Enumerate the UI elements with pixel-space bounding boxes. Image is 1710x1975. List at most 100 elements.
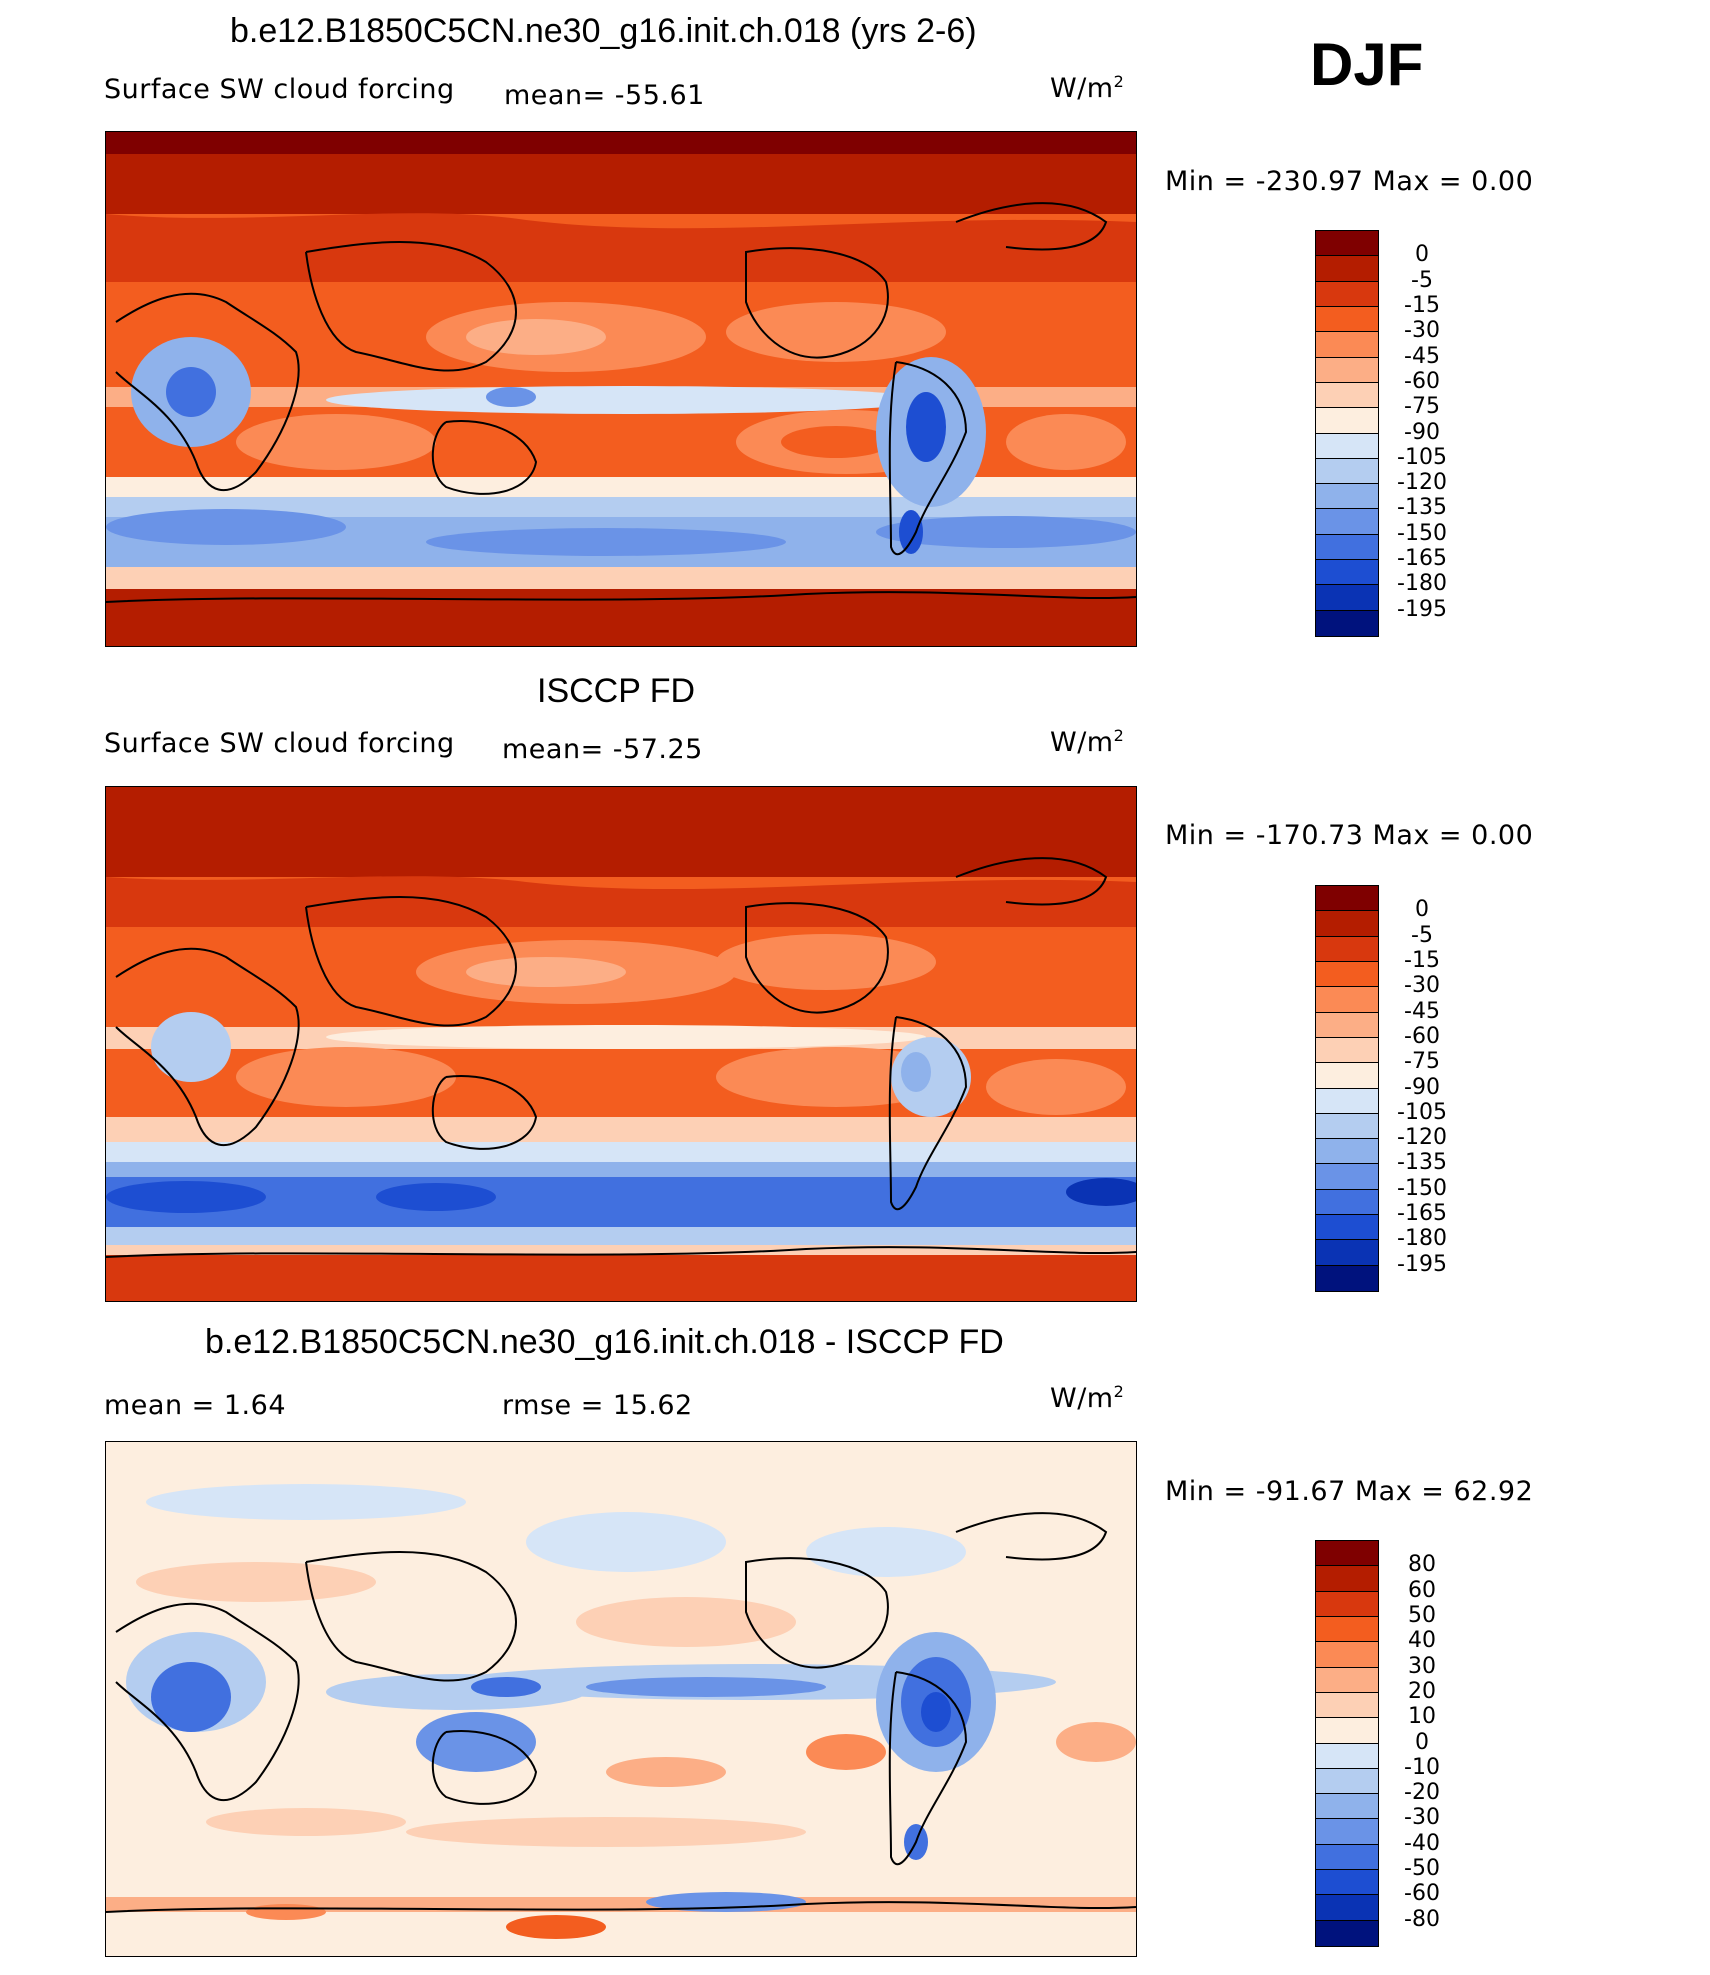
colorbar-level-label: -30 — [1404, 318, 1440, 344]
colorbar-swatch — [1316, 281, 1378, 307]
colorbar-level-label: -5 — [1411, 922, 1433, 948]
colorbar-level-label: -135 — [1397, 1150, 1447, 1176]
colorbar-swatch — [1316, 1718, 1378, 1744]
panel1-colorbar — [1315, 230, 1379, 637]
panel3-rmse: rmse = 15.62 — [502, 1390, 693, 1421]
panel3-minmax: Min = -91.67 Max = 62.92 — [1165, 1476, 1534, 1507]
colorbar-swatch — [1316, 408, 1378, 434]
panel2-minmax: Min = -170.73 Max = 0.00 — [1165, 820, 1534, 851]
colorbar-swatch — [1316, 458, 1378, 485]
colorbar-level-label: -165 — [1397, 546, 1447, 572]
colorbar-swatch — [1316, 585, 1378, 611]
colorbar-swatch — [1316, 1844, 1378, 1871]
colorbar-swatch — [1316, 484, 1378, 510]
colorbar-swatch — [1316, 987, 1378, 1013]
colorbar-level-label: -180 — [1397, 571, 1447, 597]
colorbar-swatch — [1316, 1037, 1378, 1064]
colorbar-level-label: -120 — [1397, 470, 1447, 496]
colorbar-level-label: -10 — [1404, 1754, 1440, 1780]
colorbar-swatch — [1316, 1012, 1378, 1038]
colorbar-swatch — [1316, 256, 1378, 282]
colorbar-level-label: -150 — [1397, 1175, 1447, 1201]
colorbar-swatch — [1316, 1566, 1378, 1592]
colorbar-level-label: -5 — [1411, 267, 1433, 293]
colorbar-level-label: 0 — [1415, 897, 1429, 923]
colorbar-swatch — [1316, 1063, 1378, 1089]
colorbar-level-label: 0 — [1415, 242, 1429, 268]
colorbar-swatch — [1316, 1819, 1378, 1845]
colorbar-level-label: -60 — [1404, 1881, 1440, 1907]
colorbar-swatch — [1316, 1113, 1378, 1140]
colorbar-level-label: -120 — [1397, 1125, 1447, 1151]
colorbar-level-label: -45 — [1404, 343, 1440, 369]
colorbar-swatch — [1316, 1743, 1378, 1769]
colorbar-level-label: -180 — [1397, 1226, 1447, 1252]
colorbar-swatch — [1316, 936, 1378, 962]
colorbar-swatch — [1316, 1692, 1378, 1719]
colorbar-level-label: 50 — [1408, 1602, 1436, 1628]
panel1-variable: Surface SW cloud forcing — [104, 74, 455, 105]
colorbar-level-label: -165 — [1397, 1201, 1447, 1227]
colorbar-level-label: -15 — [1404, 947, 1440, 973]
colorbar-swatch — [1316, 306, 1378, 333]
colorbar-swatch — [1316, 1215, 1378, 1241]
panel1-map — [105, 131, 1137, 647]
colorbar-level-label: -90 — [1404, 1074, 1440, 1100]
colorbar-swatch — [1316, 1139, 1378, 1165]
panel3-colorbar — [1315, 1540, 1379, 1947]
colorbar-swatch — [1316, 231, 1378, 257]
colorbar-level-label: -15 — [1404, 292, 1440, 318]
colorbar-swatch — [1316, 1920, 1378, 1946]
colorbar-swatch — [1316, 1895, 1378, 1921]
colorbar-level-label: 10 — [1408, 1704, 1436, 1730]
colorbar-level-label: 80 — [1408, 1552, 1436, 1578]
panel3-title: b.e12.B1850C5CN.ne30_g16.init.ch.018 - I… — [205, 1323, 1004, 1361]
colorbar-level-label: -195 — [1397, 1251, 1447, 1277]
colorbar-level-label: -75 — [1404, 1049, 1440, 1075]
colorbar-swatch — [1316, 509, 1378, 535]
panel2-mean: mean= -57.25 — [502, 734, 703, 765]
colorbar-swatch — [1316, 332, 1378, 358]
colorbar-swatch — [1316, 1768, 1378, 1795]
colorbar-level-label: -60 — [1404, 368, 1440, 394]
panel2-title: ISCCP FD — [537, 672, 696, 710]
colorbar-swatch — [1316, 886, 1378, 912]
colorbar-swatch — [1316, 961, 1378, 988]
panel2-map — [105, 786, 1137, 1302]
colorbar-swatch — [1316, 1541, 1378, 1567]
panel1-unit: W/m2 — [1050, 72, 1125, 104]
colorbar-swatch — [1316, 1240, 1378, 1266]
colorbar-level-label: 40 — [1408, 1628, 1436, 1654]
colorbar-level-label: 20 — [1408, 1678, 1436, 1704]
colorbar-level-label: -80 — [1404, 1906, 1440, 1932]
panel2-colorbar — [1315, 885, 1379, 1292]
colorbar-level-label: -105 — [1397, 1099, 1447, 1125]
colorbar-swatch — [1316, 357, 1378, 383]
colorbar-swatch — [1316, 1265, 1378, 1291]
colorbar-level-label: -20 — [1404, 1780, 1440, 1806]
colorbar-swatch — [1316, 1189, 1378, 1216]
panel2-unit: W/m2 — [1050, 726, 1125, 758]
colorbar-level-label: -195 — [1397, 596, 1447, 622]
colorbar-level-label: -40 — [1404, 1830, 1440, 1856]
colorbar-swatch — [1316, 560, 1378, 586]
colorbar-swatch — [1316, 1642, 1378, 1668]
colorbar-swatch — [1316, 1870, 1378, 1896]
colorbar-swatch — [1316, 1794, 1378, 1820]
colorbar-swatch — [1316, 1616, 1378, 1643]
colorbar-swatch — [1316, 534, 1378, 561]
panel1-mean: mean= -55.61 — [504, 80, 705, 111]
colorbar-level-label: -135 — [1397, 495, 1447, 521]
colorbar-swatch — [1316, 610, 1378, 636]
colorbar-level-label: 60 — [1408, 1577, 1436, 1603]
panel3-mean: mean = 1.64 — [104, 1390, 286, 1421]
panel2-variable: Surface SW cloud forcing — [104, 728, 455, 759]
colorbar-swatch — [1316, 1164, 1378, 1190]
colorbar-level-label: -60 — [1404, 1023, 1440, 1049]
colorbar-level-label: 30 — [1408, 1653, 1436, 1679]
colorbar-level-label: -45 — [1404, 998, 1440, 1024]
panel1-title: b.e12.B1850C5CN.ne30_g16.init.ch.018 (yr… — [230, 12, 977, 50]
colorbar-level-label: -105 — [1397, 444, 1447, 470]
colorbar-swatch — [1316, 911, 1378, 937]
colorbar-swatch — [1316, 1088, 1378, 1114]
